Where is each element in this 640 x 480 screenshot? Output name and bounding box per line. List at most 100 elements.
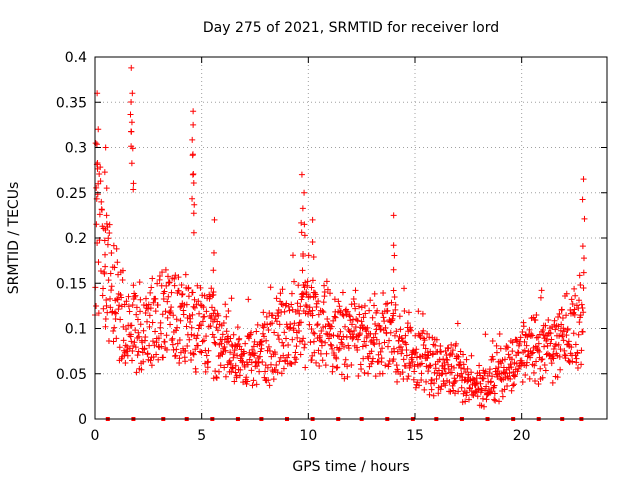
data-point bbox=[427, 362, 434, 369]
data-point bbox=[336, 345, 343, 352]
data-point bbox=[175, 274, 182, 281]
data-point bbox=[319, 357, 326, 364]
data-point bbox=[507, 376, 514, 383]
data-point bbox=[93, 221, 100, 228]
data-point bbox=[275, 312, 282, 319]
data-point bbox=[492, 397, 499, 404]
data-point bbox=[551, 317, 558, 324]
data-point bbox=[262, 368, 269, 375]
data-point bbox=[342, 323, 349, 330]
data-point bbox=[504, 382, 511, 389]
data-point bbox=[182, 271, 189, 278]
data-point bbox=[482, 368, 489, 375]
data-point bbox=[128, 128, 135, 135]
data-point bbox=[425, 368, 432, 375]
data-point bbox=[291, 278, 298, 285]
data-point bbox=[575, 297, 582, 304]
data-point bbox=[137, 321, 144, 328]
data-point bbox=[552, 326, 559, 333]
data-point bbox=[98, 206, 105, 213]
data-point bbox=[438, 349, 445, 356]
data-point bbox=[523, 362, 530, 369]
data-point bbox=[274, 332, 281, 339]
data-point bbox=[289, 336, 296, 343]
data-point bbox=[411, 350, 418, 357]
data-point bbox=[301, 284, 308, 291]
data-point bbox=[141, 345, 148, 352]
data-point bbox=[360, 314, 367, 321]
data-point bbox=[146, 323, 153, 330]
data-point bbox=[210, 291, 217, 298]
data-point bbox=[313, 359, 320, 366]
data-point bbox=[390, 310, 397, 317]
data-point bbox=[573, 302, 580, 309]
data-point bbox=[108, 283, 115, 290]
data-point bbox=[364, 353, 371, 360]
x-tick-label: 10 bbox=[299, 428, 317, 444]
data-point bbox=[135, 329, 142, 336]
data-point bbox=[295, 282, 302, 289]
data-point bbox=[463, 392, 470, 399]
data-point bbox=[442, 370, 449, 377]
data-point bbox=[292, 349, 299, 356]
data-point bbox=[142, 333, 149, 340]
data-point bbox=[334, 332, 341, 339]
data-point bbox=[501, 356, 508, 363]
y-tick-label: 0.4 bbox=[65, 50, 87, 66]
data-point bbox=[259, 358, 266, 365]
data-point bbox=[186, 336, 193, 343]
data-point bbox=[248, 329, 255, 336]
data-point bbox=[190, 179, 197, 186]
data-point bbox=[129, 347, 136, 354]
data-point bbox=[446, 379, 453, 386]
data-point bbox=[128, 322, 135, 329]
data-point bbox=[339, 289, 346, 296]
data-point bbox=[223, 328, 230, 335]
data-point bbox=[280, 352, 287, 359]
data-point bbox=[345, 345, 352, 352]
data-point bbox=[359, 325, 366, 332]
data-point bbox=[299, 337, 306, 344]
data-point bbox=[211, 334, 218, 341]
data-point bbox=[314, 322, 321, 329]
data-point bbox=[531, 378, 538, 385]
data-point bbox=[421, 386, 428, 393]
data-point bbox=[430, 350, 437, 357]
data-point bbox=[344, 373, 351, 380]
data-point bbox=[103, 302, 110, 309]
data-point bbox=[180, 311, 187, 318]
data-point bbox=[159, 311, 166, 318]
data-point bbox=[96, 170, 103, 177]
data-point-peak bbox=[309, 216, 316, 223]
x-axis-label: GPS time / hours bbox=[292, 459, 409, 475]
data-point bbox=[523, 342, 530, 349]
data-point bbox=[155, 356, 162, 363]
data-point-peak bbox=[190, 108, 197, 115]
data-point bbox=[387, 329, 394, 336]
data-point bbox=[515, 350, 522, 357]
data-point bbox=[337, 328, 344, 335]
data-point bbox=[188, 331, 195, 338]
data-point bbox=[164, 298, 171, 305]
data-point bbox=[306, 304, 313, 311]
data-point-peak bbox=[390, 212, 397, 219]
data-point bbox=[546, 352, 553, 359]
data-point bbox=[330, 317, 337, 324]
data-point bbox=[222, 347, 229, 354]
data-point bbox=[335, 347, 342, 354]
data-point bbox=[542, 367, 549, 374]
data-point bbox=[168, 289, 175, 296]
data-point bbox=[297, 351, 304, 358]
data-point bbox=[360, 355, 367, 362]
data-point bbox=[161, 288, 168, 295]
data-point bbox=[403, 341, 410, 348]
data-point bbox=[329, 363, 336, 370]
data-point bbox=[179, 291, 186, 298]
data-point bbox=[192, 368, 199, 375]
data-point bbox=[491, 396, 498, 403]
data-point bbox=[486, 366, 493, 373]
data-point bbox=[455, 353, 462, 360]
data-point bbox=[529, 332, 536, 339]
data-point bbox=[119, 267, 126, 274]
data-point bbox=[95, 126, 102, 133]
